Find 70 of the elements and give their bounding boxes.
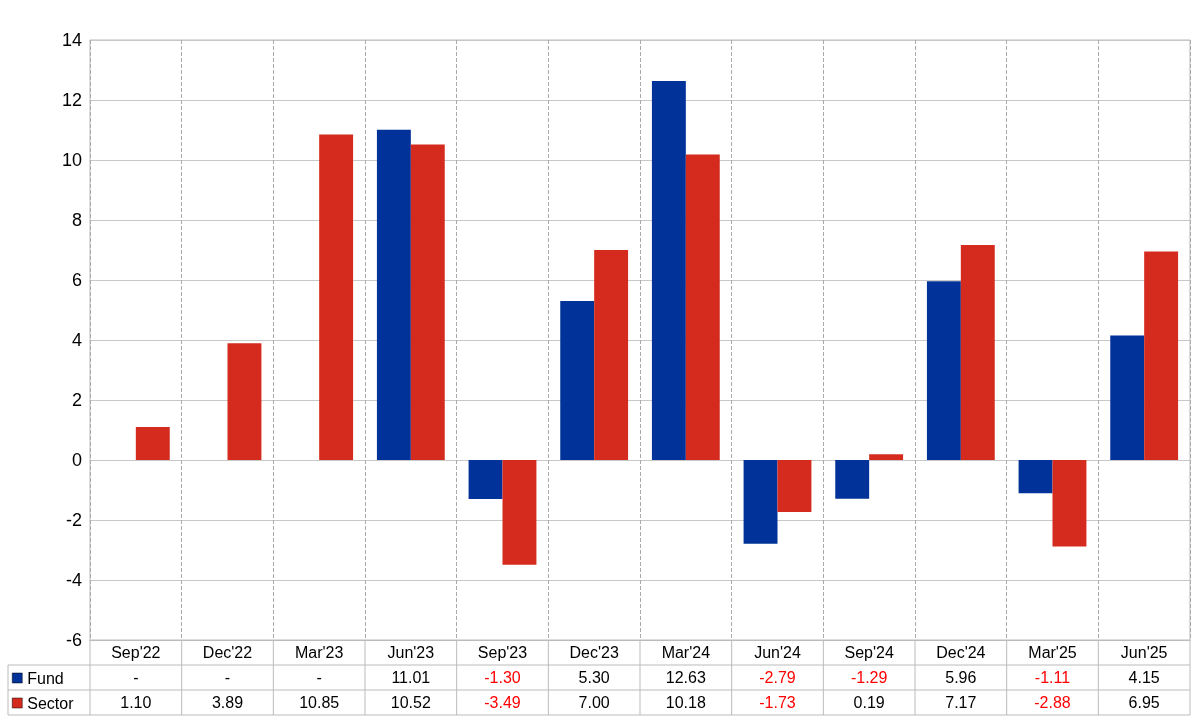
- data-label: -1.30: [484, 669, 521, 686]
- bar: [1018, 460, 1053, 494]
- bar: [319, 134, 354, 460]
- data-label: 0.19: [853, 694, 885, 711]
- data-label: 5.30: [578, 669, 610, 686]
- x-tick-label: Jun'25: [1120, 644, 1168, 661]
- bar: [135, 427, 170, 460]
- x-tick-label: Jun'24: [754, 644, 801, 661]
- y-tick-label: 0: [71, 450, 82, 470]
- x-tick-label: Mar'24: [661, 644, 711, 661]
- data-label: 5.96: [945, 669, 977, 686]
- bar: [502, 460, 537, 565]
- bar: [835, 460, 870, 499]
- data-label: 12.63: [665, 669, 706, 686]
- x-tick-label: Mar'23: [294, 644, 344, 661]
- y-tick-label: 6: [71, 270, 82, 290]
- y-tick-label: 8: [71, 210, 82, 230]
- data-label: 11.01: [391, 669, 431, 686]
- legend-label: Sector: [27, 694, 75, 712]
- data-label: 10.52: [390, 694, 431, 711]
- data-label: 7.00: [578, 694, 610, 711]
- text: -: [133, 669, 139, 686]
- x-tick-label: Dec'23: [569, 644, 619, 661]
- bar: [1052, 460, 1087, 547]
- text: -: [316, 669, 322, 686]
- bar: [560, 301, 595, 460]
- bar: [1110, 335, 1145, 460]
- bar: [594, 250, 629, 460]
- bar: [960, 244, 995, 460]
- data-label: -2.79: [759, 669, 796, 686]
- bar: [468, 460, 503, 499]
- y-tick-label: -2: [65, 510, 82, 530]
- data-label: 3.89: [211, 694, 244, 711]
- x-tick-label: Dec'22: [202, 644, 253, 661]
- x-tick-label: Mar'25: [1028, 644, 1077, 661]
- y-tick-label: -6: [65, 630, 82, 650]
- bar: [869, 454, 904, 460]
- y-tick-label: 4: [71, 330, 82, 350]
- text: -: [224, 669, 231, 686]
- bar: [926, 281, 961, 460]
- data-label: -1.29: [850, 669, 888, 686]
- y-tick-label: 2: [71, 390, 82, 410]
- data-label: -3.49: [484, 694, 521, 711]
- bar: [685, 154, 720, 460]
- data-label: 10.85: [299, 694, 340, 711]
- x-tick-label: Dec'24: [936, 644, 986, 661]
- bar: [743, 460, 778, 544]
- y-tick-label: 12: [61, 90, 82, 110]
- x-tick-label: Sep'24: [844, 644, 894, 661]
- x-tick-label: Sep'23: [477, 644, 528, 661]
- data-label: -2.88: [1034, 694, 1071, 711]
- data-label: 10.18: [665, 694, 706, 711]
- data-label: 1.10: [120, 694, 152, 711]
- y-tick-label: 14: [61, 30, 82, 50]
- data-label: -1.73: [759, 694, 796, 711]
- bar: [651, 81, 686, 460]
- bar: [227, 343, 262, 460]
- data-label: 6.95: [1128, 694, 1160, 711]
- x-tick-label: Jun'23: [387, 644, 435, 661]
- y-tick-label: -4: [65, 570, 82, 590]
- bar: [410, 144, 445, 460]
- x-tick-label: Sep'22: [111, 644, 161, 661]
- bar: [376, 129, 411, 460]
- bar: [777, 460, 812, 512]
- data-label: -1.11: [1034, 669, 1071, 686]
- bar: [1144, 251, 1179, 460]
- data-label: 4.15: [1128, 669, 1160, 686]
- y-tick-label: 10: [61, 150, 82, 170]
- data-label: 7.17: [945, 694, 977, 711]
- legend-label: Fund: [27, 669, 64, 687]
